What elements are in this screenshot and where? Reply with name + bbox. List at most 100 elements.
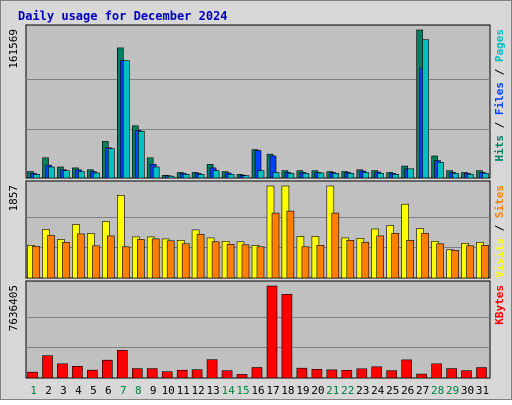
bar-sites-day-30 <box>466 245 474 279</box>
bar-pages-day-16 <box>257 170 265 179</box>
bar-sites-day-8 <box>137 239 145 279</box>
bar-pages-day-15 <box>242 175 250 179</box>
bar-pages-day-30 <box>467 174 474 179</box>
day-label-2: 2 <box>45 384 52 397</box>
bar-kbytes-day-7 <box>117 349 128 379</box>
bar-kbytes-day-1 <box>27 371 38 379</box>
bar-pages-day-19 <box>302 173 310 179</box>
day-label-31: 31 <box>476 384 489 397</box>
bar-kbytes-day-16 <box>251 367 263 379</box>
panel-hits-files-pages: 161569 Hits / Files / Pages <box>7 24 506 179</box>
bar-sites-day-4 <box>77 233 85 279</box>
series-pages <box>33 39 489 179</box>
bar-pages-day-6 <box>108 148 115 179</box>
bar-sites-day-27 <box>421 233 429 279</box>
bar-pages-day-12 <box>197 174 205 179</box>
bar-kbytes-day-30 <box>461 370 472 379</box>
bar-sites-day-11 <box>181 243 190 279</box>
bar-sites-day-31 <box>481 245 489 279</box>
max-label-kbytes: 7636405 <box>7 285 20 331</box>
bar-kbytes-day-9 <box>146 368 158 379</box>
bar-kbytes-day-25 <box>386 370 398 379</box>
bar-kbytes-day-10 <box>161 371 173 379</box>
day-label-23: 23 <box>356 384 369 397</box>
bar-sites-day-28 <box>436 243 444 279</box>
bar-sites-day-6 <box>107 235 115 279</box>
bar-sites-day-9 <box>151 238 160 279</box>
legend-part-hits-files-pages-4: Pages <box>493 29 506 62</box>
day-label-12: 12 <box>191 384 204 397</box>
bar-visits-day-7 <box>117 195 125 279</box>
max-label-hits-files-pages: 161569 <box>7 29 20 69</box>
legend-part-hits-files-pages-3: / <box>493 62 506 82</box>
bar-kbytes-day-14 <box>221 370 233 379</box>
legend-kbytes: KBytes <box>493 285 506 325</box>
chart-panels: 161569 Hits / Files / Pages 1857 Visits / S… <box>7 24 506 379</box>
bar-sites-day-7 <box>122 246 130 279</box>
bar-pages-day-9 <box>152 166 160 179</box>
bar-kbytes-day-20 <box>311 368 323 379</box>
bar-kbytes-day-28 <box>431 363 442 379</box>
day-label-16: 16 <box>251 384 264 397</box>
legend-part-visits-sites-1: / <box>493 218 506 238</box>
chart-title: Daily usage for December 2024 <box>18 9 228 23</box>
bar-sites-day-2 <box>47 235 55 279</box>
bar-pages-day-23 <box>362 172 370 179</box>
day-label-7: 7 <box>120 384 127 397</box>
plot-area-kbytes <box>25 280 491 379</box>
bar-kbytes-day-23 <box>356 368 368 379</box>
bar-kbytes-day-24 <box>371 366 383 379</box>
bar-sites-day-18 <box>286 210 295 279</box>
bar-pages-day-11 <box>182 174 190 179</box>
bar-kbytes-day-29 <box>446 368 457 379</box>
bar-kbytes-day-18 <box>281 293 293 379</box>
panel-visits-sites: 1857 Visits / Sites <box>7 180 506 279</box>
day-label-27: 27 <box>416 384 429 397</box>
bar-sites-day-3 <box>62 242 70 279</box>
bar-kbytes-day-13 <box>206 359 218 379</box>
bar-sites-day-5 <box>92 245 100 279</box>
bar-kbytes-day-3 <box>57 363 68 379</box>
legend-part-hits-files-pages-0: Hits <box>493 135 506 162</box>
bar-sites-day-21 <box>331 212 340 279</box>
bar-pages-day-13 <box>212 170 220 179</box>
day-label-9: 9 <box>150 384 157 397</box>
bar-pages-day-28 <box>437 162 444 179</box>
bar-sites-day-10 <box>166 240 175 279</box>
bar-sites-day-16 <box>256 246 265 279</box>
legend-part-visits-sites-0: Visits <box>493 238 506 278</box>
bar-pages-day-14 <box>227 174 235 179</box>
bar-pages-day-26 <box>407 168 415 179</box>
day-label-15: 15 <box>236 384 249 397</box>
legend-part-hits-files-pages-1: / <box>493 115 506 135</box>
bar-sites-day-14 <box>226 244 235 279</box>
day-label-17: 17 <box>266 384 279 397</box>
day-label-22: 22 <box>341 384 354 397</box>
day-label-25: 25 <box>386 384 399 397</box>
bar-pages-day-7 <box>123 60 130 179</box>
day-label-11: 11 <box>177 384 190 397</box>
bar-pages-day-21 <box>332 173 340 179</box>
bar-sites-day-23 <box>361 242 370 279</box>
day-label-8: 8 <box>135 384 142 397</box>
day-label-26: 26 <box>401 384 414 397</box>
bar-pages-day-1 <box>33 174 40 179</box>
day-label-28: 28 <box>431 384 444 397</box>
bar-kbytes-day-26 <box>401 359 413 379</box>
bar-pages-day-22 <box>347 173 355 179</box>
bar-pages-day-24 <box>377 173 385 179</box>
bar-sites-day-17 <box>271 212 280 279</box>
panel-kbytes: 7636405 KBytes <box>7 280 506 379</box>
bar-sites-day-12 <box>196 234 205 279</box>
bar-pages-day-18 <box>287 173 295 179</box>
bar-sites-day-15 <box>241 244 250 279</box>
bar-pages-day-8 <box>138 131 145 179</box>
bar-kbytes-day-27 <box>416 373 427 379</box>
bar-kbytes-day-8 <box>132 368 143 379</box>
series-kbytes <box>27 285 487 379</box>
bar-pages-day-10 <box>167 175 175 179</box>
series-sites <box>32 210 489 279</box>
day-label-1: 1 <box>30 384 37 397</box>
bar-sites-day-20 <box>316 245 325 279</box>
